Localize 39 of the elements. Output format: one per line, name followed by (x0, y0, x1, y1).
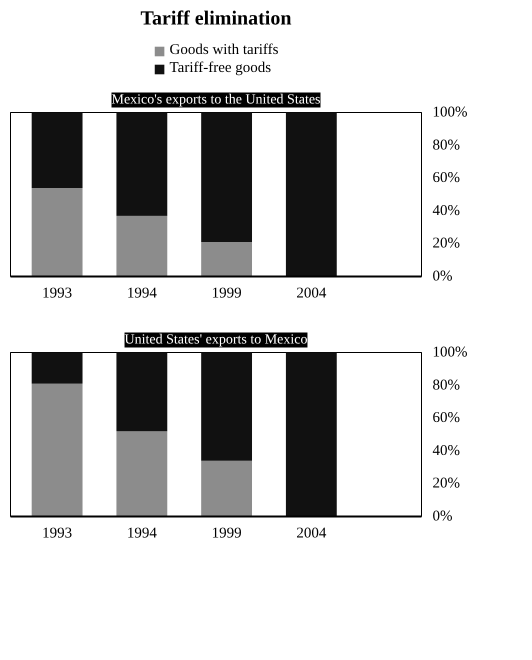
bar (116, 216, 168, 276)
x-tick-label: 1994 (126, 526, 158, 542)
x-tick-label: 1999 (212, 526, 242, 542)
y-tick-label: 60% (432, 410, 460, 426)
bar (201, 352, 252, 461)
bar (201, 460, 252, 516)
legend-label: Tariff-free goods (170, 60, 272, 78)
bar (286, 112, 337, 276)
bar (201, 112, 252, 242)
y-tick-label: 100% (432, 344, 468, 360)
chart-subtitle: United States' exports to Mexico (124, 332, 308, 348)
bar (116, 431, 168, 516)
y-tick-label: 60% (432, 170, 460, 186)
y-tick-label: 80% (432, 137, 460, 154)
bar (32, 352, 83, 384)
bar (286, 352, 337, 516)
y-tick-label: 20% (432, 236, 460, 252)
y-tick-label: 40% (432, 442, 460, 459)
y-tick-label: 100% (432, 104, 468, 120)
x-tick-label: 1993 (42, 286, 72, 302)
bar (32, 384, 83, 516)
chart-title: Tariff elimination (140, 8, 292, 30)
bar (116, 112, 168, 216)
bar (201, 242, 252, 276)
x-tick-label: 1999 (212, 286, 242, 302)
x-tick-label: 2004 (296, 286, 327, 302)
x-tick-label: 1993 (42, 526, 72, 542)
legend-label: Goods with tariffs (170, 42, 278, 60)
y-tick-label: 20% (432, 476, 460, 492)
bar (116, 352, 168, 432)
y-tick-label: 0% (432, 508, 452, 524)
y-tick-label: 0% (432, 268, 452, 284)
x-tick-label: 1994 (126, 286, 158, 302)
y-tick-label: 80% (432, 377, 460, 394)
bar (32, 188, 83, 276)
y-tick-label: 40% (432, 202, 460, 219)
x-tick-label: 2004 (296, 526, 327, 542)
chart-subtitle: Mexico's exports to the United States (112, 92, 321, 108)
bar (32, 112, 83, 188)
